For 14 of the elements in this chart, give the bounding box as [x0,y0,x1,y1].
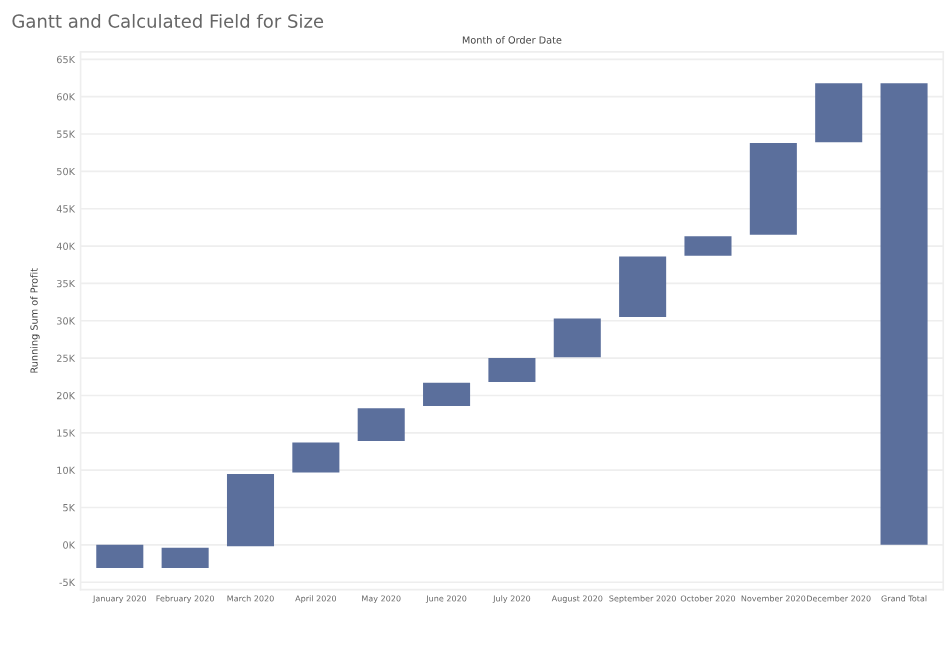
bar [423,382,471,406]
chart-title: Gantt and Calculated Field for Size [12,13,324,28]
bar [749,142,797,235]
bar [553,318,601,358]
bar [161,547,209,569]
bar [96,544,144,569]
bar [357,408,405,442]
bar [226,473,275,547]
bar [684,236,732,256]
bar [880,83,928,545]
bar [619,256,667,318]
bar [292,442,340,473]
bar [815,83,863,143]
bar [488,358,536,383]
